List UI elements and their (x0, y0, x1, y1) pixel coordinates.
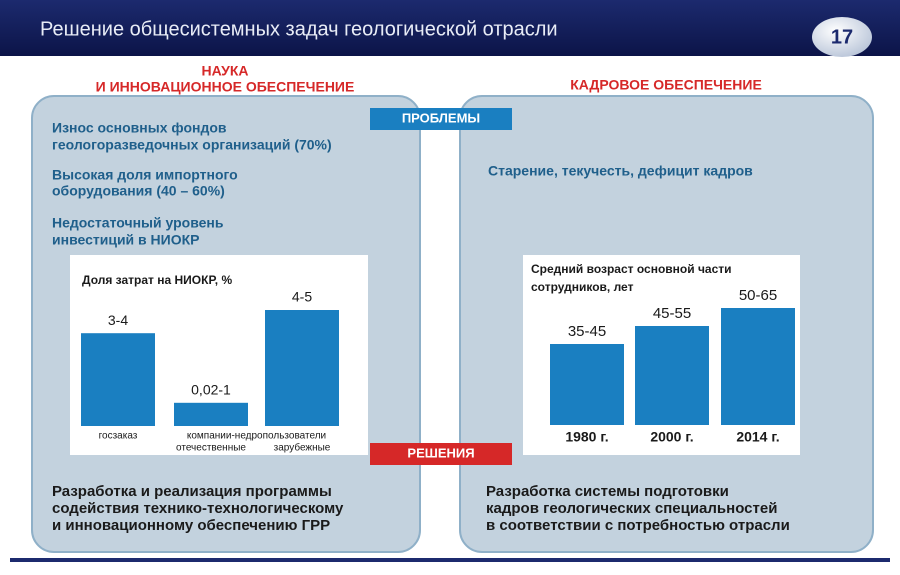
right-heading: КАДРОВОЕ ОБЕСПЕЧЕНИЕ (570, 77, 762, 93)
solution-text: Разработка и реализация программы (52, 483, 332, 500)
category-label: 2000 г. (650, 429, 693, 445)
badge-solutions (370, 443, 512, 465)
badge-problems (370, 108, 512, 130)
problem-text: Износ основных фондов (52, 120, 227, 136)
category-group-label: компании-недропользователи (187, 431, 326, 442)
header-title: Решение общесистемных задач геологическо… (40, 18, 558, 40)
problem-text: Старение, текучесть, дефицит кадров (488, 163, 753, 179)
category-label: отечественные (176, 443, 246, 454)
left-heading: И ИННОВАЦИОННОЕ ОБЕСПЕЧЕНИЕ (96, 79, 355, 95)
chart-title: сотрудников, лет (531, 280, 634, 294)
category-label: 1980 г. (565, 429, 608, 445)
problem-text: инвестиций в НИОКР (52, 232, 200, 248)
solution-text: содействия технико-технологическому (52, 500, 344, 517)
badge-solutions-text: РЕШЕНИЯ (407, 445, 474, 460)
solution-text: в соответствии с потребностью отрасли (486, 517, 790, 534)
category-label: 2014 г. (736, 429, 779, 445)
chart-title: Средний возраст основной части (531, 262, 732, 276)
bar (174, 402, 248, 426)
category-label: зарубежные (274, 442, 331, 454)
header-bar (0, 0, 900, 56)
bar (265, 310, 339, 426)
left-heading: НАУКА (201, 63, 248, 79)
solution-text: кадров геологических специальностей (486, 500, 777, 517)
solution-text: и инновационному обеспечению ГРР (52, 517, 330, 534)
chart-title: Доля затрат на НИОКР, % (82, 273, 232, 287)
value-label: 0,02-1 (191, 382, 231, 398)
bar (635, 326, 709, 425)
value-label: 3-4 (108, 312, 128, 328)
problem-text: Недостаточный уровень (52, 215, 224, 231)
badge-problems-text: ПРОБЛЕМЫ (402, 110, 480, 125)
bar (550, 344, 624, 425)
problem-text: геологоразведочных организаций (70%) (52, 137, 332, 153)
bar (721, 308, 795, 425)
bar (81, 333, 155, 426)
value-label: 50-65 (739, 287, 777, 304)
footer-line (10, 558, 890, 562)
value-label: 4-5 (292, 289, 312, 305)
value-label: 35-45 (568, 323, 606, 340)
problem-text: Высокая доля импортного (52, 167, 238, 183)
value-label: 45-55 (653, 305, 691, 322)
problem-text: оборудования (40 – 60%) (52, 183, 225, 199)
slide-number-badge (812, 17, 872, 57)
category-label: госзаказ (99, 431, 138, 442)
solution-text: Разработка системы подготовки (486, 483, 729, 500)
slide-number: 17 (831, 26, 853, 48)
